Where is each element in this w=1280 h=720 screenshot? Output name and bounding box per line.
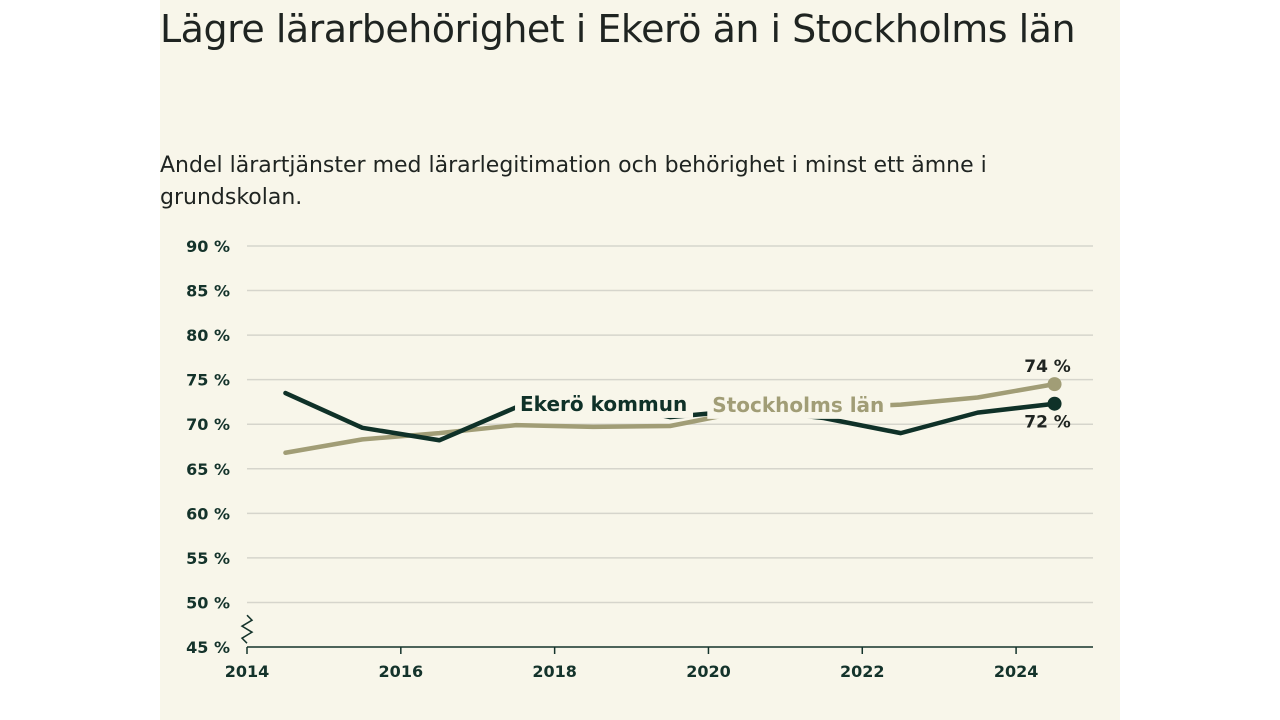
series-label-stockholms-lan: Stockholms län (712, 393, 884, 417)
chart-subtitle: Andel lärartjänster med lärarlegitimatio… (160, 153, 987, 210)
series-label-ekero-kommun: Ekerö kommun (520, 392, 687, 416)
x-tick-label: 2016 (379, 662, 424, 681)
endpoint-stockholms-lan (1047, 377, 1062, 392)
y-tick-label: 50 % (186, 593, 230, 612)
end-label-ekero-kommun: 72 % (1024, 413, 1071, 433)
end-label-stockholms-lan: 74 % (1024, 357, 1071, 377)
y-tick-label: 55 % (186, 549, 230, 568)
chart-panel (160, 0, 1120, 720)
y-tick-label: 65 % (186, 460, 230, 479)
chart-title: Lägre lärarbehörighet i Ekerö än i Stock… (160, 7, 1076, 51)
y-tick-label: 60 % (186, 504, 230, 523)
y-tick-label: 85 % (186, 282, 230, 301)
label-bg (515, 389, 694, 418)
y-axis-ticks: 45 % 50 % 55 % 60 % 65 % 70 % 75 % 80 % 85 % 90 % (186, 237, 230, 657)
x-tick-label: 2020 (686, 662, 731, 681)
x-tick-label: 2014 (225, 662, 270, 681)
y-tick-label: 75 % (186, 371, 230, 390)
y-tick-label: 70 % (186, 415, 230, 434)
endpoint-ekero-kommun (1047, 396, 1062, 411)
axis-break-icon (240, 614, 254, 644)
label-bg (707, 390, 891, 419)
y-tick-label: 90 % (186, 237, 230, 256)
x-tick-label: 2018 (532, 662, 577, 681)
x-tick-label: 2022 (840, 662, 885, 681)
series-labels: Ekerö kommun Stockholms län 74 % 72 % (515, 357, 1071, 433)
x-tick-label: 2024 (994, 662, 1039, 681)
y-tick-label: 80 % (186, 326, 230, 345)
x-axis: 2014 2016 2018 2020 2022 2024 (225, 614, 1093, 681)
y-tick-label: 45 % (186, 638, 230, 657)
